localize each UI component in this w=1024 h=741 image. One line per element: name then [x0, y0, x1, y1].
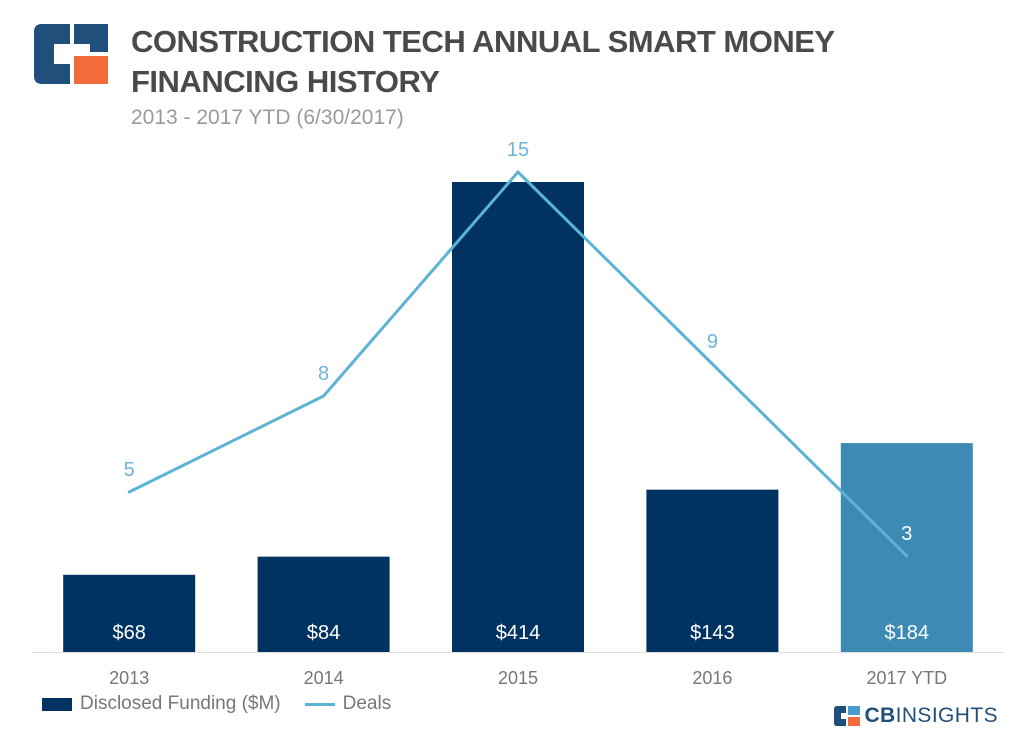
- logo-dark-part: [34, 24, 70, 84]
- brand-suffix: INSIGHTS: [895, 704, 998, 727]
- page-subtitle: 2013 - 2017 YTD (6/30/2017): [131, 106, 404, 129]
- logo-bottom-right: [74, 56, 108, 84]
- logo-gap: [74, 44, 90, 56]
- legend-bar-label: Disclosed Funding ($M): [80, 693, 281, 714]
- deals-value-label-1: 8: [318, 363, 329, 385]
- x-axis-tick-4: 2017 YTD: [866, 668, 947, 688]
- bars-layer: [63, 182, 973, 652]
- x-axis-tick-1: 2014: [304, 668, 344, 688]
- x-axis-tick-3: 2016: [692, 668, 732, 688]
- cb-insights-logo: [34, 24, 108, 84]
- x-axis-tick-2: 2015: [498, 668, 538, 688]
- brand-logo-icon: [834, 706, 861, 726]
- funding-bar-1: [257, 556, 390, 652]
- deals-value-label-0: 5: [124, 459, 135, 481]
- deals-value-label-4: 3: [901, 523, 912, 545]
- labels-layer: $68 $84 $414 $143 $184 5 8 15 9 3: [113, 139, 930, 644]
- funding-bar-2: [452, 182, 584, 652]
- funding-bar-0: [63, 574, 196, 652]
- legend-line-swatch: [304, 702, 335, 706]
- funding-value-label-4: $184: [885, 622, 930, 644]
- funding-bar-3: [646, 489, 779, 652]
- brand-prefix: CB: [864, 704, 896, 727]
- axis-layer: 2013 2014 2015 2016 2017 YTD: [32, 652, 1004, 688]
- brand: CB INSIGHTS: [834, 704, 998, 728]
- funding-value-label-1: $84: [307, 622, 340, 644]
- page-title: CONSTRUCTION TECH ANNUAL SMART MONEY FIN…: [131, 24, 835, 99]
- legend-line-label: Deals: [342, 693, 392, 714]
- funding-value-label-0: $68: [113, 622, 146, 644]
- funding-value-label-3: $143: [690, 622, 735, 644]
- funding-value-label-2: $414: [496, 622, 541, 644]
- line-layer: [127, 170, 909, 558]
- legend-bar-swatch: [42, 697, 72, 711]
- deals-value-label-2: 15: [507, 139, 529, 161]
- deals-line: [127, 170, 909, 558]
- deals-value-label-3: 9: [707, 331, 718, 353]
- legend: Disclosed Funding ($M) Deals: [42, 692, 391, 716]
- x-axis-tick-0: 2013: [109, 668, 149, 688]
- funding-bar-4: [840, 443, 973, 652]
